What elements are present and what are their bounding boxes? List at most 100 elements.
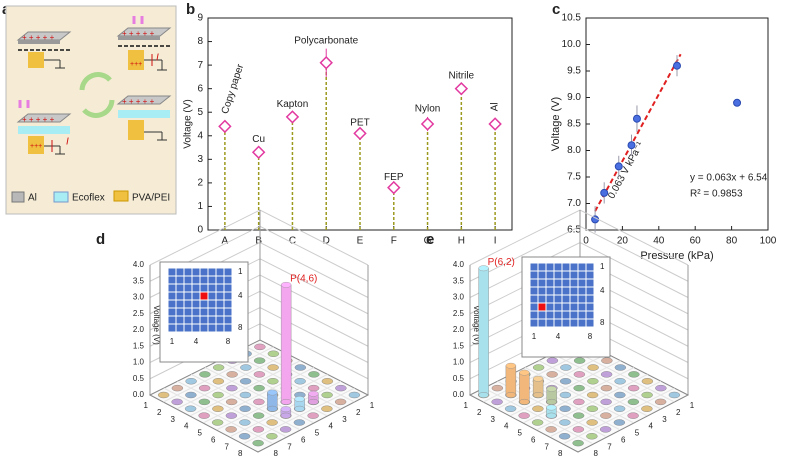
bar-bottom (478, 392, 489, 398)
point (733, 98, 742, 107)
bar-3d (308, 390, 319, 405)
z-tick-label: 1.5 (453, 341, 465, 350)
floor-disk (239, 405, 251, 412)
floor-disk (641, 391, 653, 399)
inset-cell (546, 319, 554, 327)
chart-3d: 0.0 0.5 1.0 1.5 2.0 2.5 3.0 3.5 4.0 Voltage (V) 1 1… (453, 209, 695, 458)
inset-cell (176, 284, 184, 292)
floor-disk (546, 357, 559, 364)
annotation: FEP (384, 172, 404, 183)
floor-tick-label: 2 (157, 408, 162, 417)
annotation: P(6,2) (488, 257, 515, 268)
inset-cell (554, 263, 562, 271)
bar-3d (280, 281, 292, 405)
point (627, 141, 636, 150)
inset-cell (570, 295, 578, 303)
floor-disk (308, 371, 320, 378)
floor-tick-label: 7 (287, 442, 292, 451)
point (673, 61, 681, 70)
y-axis-label: Voltage (V) (183, 99, 194, 148)
floor-disk (586, 419, 598, 426)
inset-cell (530, 279, 538, 287)
bar-bottom (519, 398, 530, 405)
inset-cell (224, 276, 232, 284)
inset-cell (216, 276, 224, 284)
floor-disk (307, 384, 320, 392)
y-tick-label: 8 (197, 36, 203, 47)
floor-disk (504, 405, 517, 412)
floor-disk (335, 384, 347, 392)
svg-text:+++: +++ (130, 61, 142, 68)
floor-tick-label: 4 (184, 422, 189, 431)
inset-highlight (538, 303, 546, 311)
inset-cell (530, 295, 538, 303)
z-tick-label: 3.5 (133, 276, 145, 285)
inset-cell (530, 263, 538, 271)
y-tick-label: 9.5 (567, 66, 581, 77)
floor-tick-label: 8 (593, 449, 598, 458)
floor-disk (614, 364, 627, 371)
inset-tick-label: 1 (238, 267, 243, 276)
floor-disk (252, 412, 265, 419)
legend-label: PVA/PEI (132, 193, 170, 204)
x-tick-label: A (222, 236, 229, 247)
inset-cell (192, 292, 200, 300)
z-tick-label: 4.0 (133, 260, 145, 269)
bar-top (532, 375, 544, 382)
bar-bottom (546, 398, 557, 405)
inset-cell (192, 284, 200, 292)
inset-tick-label: 1 (170, 337, 175, 346)
z-tick-label: 0.0 (453, 390, 465, 399)
floor-tick-label: 2 (676, 408, 681, 417)
inset-cell (538, 311, 546, 319)
inset-cell (578, 303, 586, 311)
floor-tick-label: 2 (356, 408, 361, 417)
x-tick-label: G (424, 236, 432, 247)
floor-tick-label: 8 (273, 449, 278, 458)
floor-disk (254, 343, 266, 351)
z-axis-label: Voltage (V) (472, 305, 481, 345)
z-tick-label: 1.0 (453, 358, 465, 367)
floor-disk (267, 364, 279, 371)
z-axis-label: Voltage (V) (152, 305, 161, 345)
floor-tick-label: 7 (607, 442, 612, 451)
floor-disk (198, 412, 210, 419)
bar-bottom (294, 405, 305, 412)
inset-cell (192, 308, 200, 316)
inset-cell (224, 284, 232, 292)
floor-tick-label: 8 (558, 449, 563, 458)
y-tick-label: 6.5 (567, 225, 581, 236)
z-tick-label: 2.0 (453, 325, 465, 334)
floor-disk (641, 378, 654, 385)
x-tick-label: C (289, 236, 296, 247)
bar-top (267, 389, 278, 396)
marker (218, 119, 232, 134)
inset-cell (184, 284, 192, 292)
floor-disk (614, 391, 626, 399)
inset-highlight (200, 292, 208, 300)
x-tick-label: H (458, 236, 465, 247)
x-tick-label: E (357, 236, 364, 247)
marker (488, 117, 502, 131)
x-tick-label: D (323, 236, 330, 247)
z-tick-label: 4.0 (453, 260, 465, 269)
bar-3d (519, 369, 530, 405)
fit-line (594, 53, 682, 212)
inset-cell (578, 287, 586, 295)
y-tick-label: 7.0 (567, 198, 581, 209)
y-tick-label: 7.5 (567, 172, 581, 183)
inset-cell (184, 316, 192, 324)
inset-cell (546, 311, 554, 319)
floor-disk (654, 398, 667, 406)
bar-bottom (505, 392, 517, 398)
floor-disk (334, 398, 347, 406)
inset-cell (578, 311, 586, 319)
y-tick-label: 5 (197, 107, 203, 118)
y-tick-label: 4 (197, 130, 203, 141)
marker (251, 145, 266, 159)
floor-disk (226, 371, 238, 378)
z-tick-label: 2.5 (133, 309, 145, 318)
inset-cell (224, 292, 232, 300)
inset-cell (168, 308, 176, 316)
z-tick-label: 2.5 (453, 309, 465, 318)
